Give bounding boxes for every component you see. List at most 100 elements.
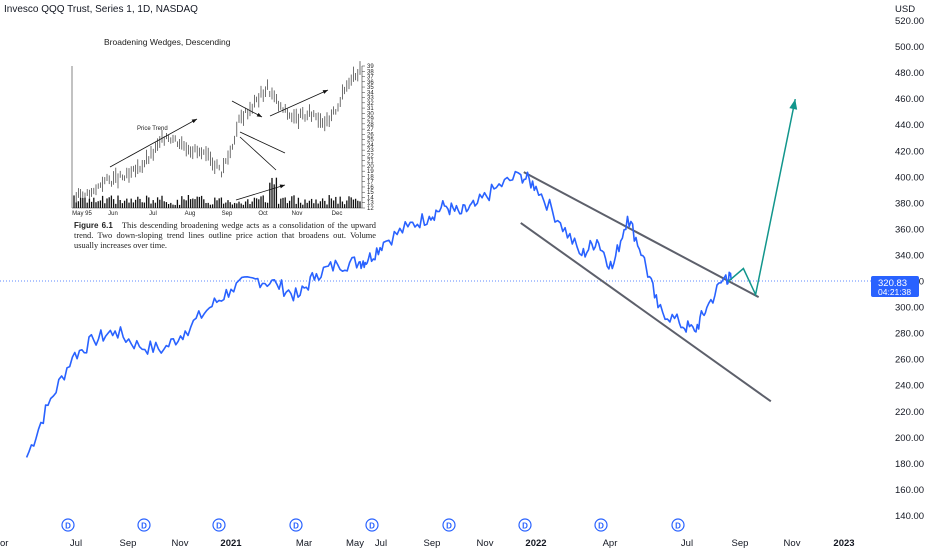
lower-trendline[interactable] bbox=[520, 222, 772, 403]
y-tick-label: 360.00 bbox=[895, 224, 924, 235]
inset-y-tick: 24 bbox=[367, 143, 374, 149]
x-tick-label: Mar bbox=[296, 538, 312, 549]
inset-price-trend-label: Price Trend bbox=[137, 126, 168, 132]
inset-y-tick: 31 bbox=[367, 106, 374, 112]
x-tick-label: Sep bbox=[424, 538, 441, 549]
dividend-marker[interactable]: D bbox=[212, 518, 226, 532]
price-series-line[interactable] bbox=[25, 170, 732, 458]
inset-y-tick: 33 bbox=[367, 96, 374, 102]
inset-y-tick: 30 bbox=[367, 111, 374, 117]
inset-y-tick: 37 bbox=[367, 75, 374, 81]
dividend-marker[interactable]: D bbox=[365, 518, 379, 532]
y-tick-label: 220.00 bbox=[895, 407, 924, 418]
dividend-label: D bbox=[65, 522, 71, 531]
chart-title: Invesco QQQ Trust, Series 1, 1D, NASDAQ bbox=[4, 4, 198, 15]
y-tick-label: 480.00 bbox=[895, 68, 924, 79]
dividend-label: D bbox=[675, 522, 681, 531]
projection-path[interactable] bbox=[727, 99, 796, 297]
inset-y-tick: 21 bbox=[367, 159, 374, 165]
inset-x-tick: May 95 bbox=[72, 211, 92, 217]
inset-x-tick: Nov bbox=[292, 211, 303, 217]
x-tick-label-partial: or bbox=[0, 538, 8, 549]
dividend-marker[interactable]: D bbox=[61, 518, 75, 532]
inset-y-tick: 15 bbox=[367, 190, 374, 196]
dividend-label: D bbox=[293, 522, 299, 531]
inset-x-tick: Sep bbox=[222, 211, 233, 217]
inset-y-tick: 34 bbox=[367, 90, 374, 96]
dividend-marker[interactable]: D bbox=[442, 518, 456, 532]
dividend-label: D bbox=[598, 522, 604, 531]
x-tick-label: Nov bbox=[477, 538, 494, 549]
y-tick-label: 280.00 bbox=[895, 329, 924, 340]
dividend-label: D bbox=[216, 522, 222, 531]
x-tick-label: Jul bbox=[375, 538, 387, 549]
x-tick-label: 2022 bbox=[525, 538, 546, 549]
price-badge: 320.83 04:21:38 bbox=[871, 276, 919, 297]
y-tick-label: 240.00 bbox=[895, 381, 924, 392]
inset-y-tick: 17 bbox=[367, 180, 374, 186]
y-tick-label: 200.00 bbox=[895, 433, 924, 444]
inset-y-tick: 27 bbox=[367, 127, 374, 133]
y-tick-label: 420.00 bbox=[895, 146, 924, 157]
last-price: 320.83 bbox=[878, 278, 907, 289]
inset-x-tick: Oct bbox=[258, 211, 268, 217]
inset-y-tick: 19 bbox=[367, 169, 374, 175]
y-tick-label: 400.00 bbox=[895, 172, 924, 183]
inset-x-tick: Aug bbox=[185, 211, 196, 217]
inset-y-tick: 22 bbox=[367, 153, 374, 159]
inset-y-tick: 14 bbox=[367, 195, 374, 201]
x-tick-label: 2021 bbox=[220, 538, 242, 549]
inset-x-tick: Jun bbox=[108, 211, 118, 217]
currency-label: USD bbox=[895, 4, 915, 15]
inset-y-tick: 26 bbox=[367, 132, 374, 138]
y-tick-label: 460.00 bbox=[895, 94, 924, 105]
x-tick-label: Nov bbox=[172, 538, 189, 549]
y-tick-label: 520.00 bbox=[895, 16, 924, 27]
y-tick-label: 260.00 bbox=[895, 355, 924, 366]
price-badge-bg bbox=[871, 276, 919, 297]
inset-y-tick: 23 bbox=[367, 148, 374, 154]
x-tick-label: Nov bbox=[784, 538, 801, 549]
x-tick-label: Sep bbox=[732, 538, 749, 549]
x-tick-label: 2023 bbox=[833, 538, 854, 549]
inset-y-tick: 16 bbox=[367, 185, 374, 191]
inset-y-tick: 25 bbox=[367, 138, 374, 144]
x-tick-label: Sep bbox=[120, 538, 137, 549]
dividend-label: D bbox=[369, 522, 375, 531]
dividend-label: D bbox=[522, 522, 528, 531]
inset-y-tick: 12 bbox=[367, 206, 374, 212]
inset-y-tick: 28 bbox=[367, 122, 374, 128]
y-tick-label: 160.00 bbox=[895, 485, 924, 496]
inset-y-tick: 35 bbox=[367, 85, 374, 91]
y-tick-label: 140.00 bbox=[895, 511, 924, 522]
y-tick-label: 300.00 bbox=[895, 303, 924, 314]
x-axis[interactable]: Jul Sep Nov 2021 Mar May Jul Sep Nov 2022 Apr Jul Se… bbox=[0, 538, 855, 549]
inset-y-tick: 20 bbox=[367, 164, 374, 170]
y-tick-label: 380.00 bbox=[895, 198, 924, 209]
y-tick-label: 340.00 bbox=[895, 250, 924, 261]
inset-y-tick: 18 bbox=[367, 174, 374, 180]
y-axis[interactable]: 520.00 500.00 480.00 460.00 440.00 420.00 400.… bbox=[895, 16, 924, 522]
dividend-marker[interactable]: D bbox=[518, 518, 532, 532]
inset-caption: Figure 6.1 This descending broadening we… bbox=[74, 221, 376, 251]
dividend-marker[interactable]: D bbox=[137, 518, 151, 532]
dividend-marker[interactable]: D bbox=[671, 518, 685, 532]
inset-figure: Broadening Wedges, Descending39383736353… bbox=[70, 30, 380, 280]
upper-trendline[interactable] bbox=[523, 171, 760, 299]
inset-x-tick: Dec bbox=[332, 211, 343, 217]
bar-countdown: 04:21:38 bbox=[878, 287, 911, 297]
caption-label: Figure 6.1 bbox=[74, 221, 113, 230]
inset-y-tick: 13 bbox=[367, 201, 374, 207]
x-tick-label: May bbox=[346, 538, 364, 549]
dividend-marker[interactable]: D bbox=[594, 518, 608, 532]
dividend-label: D bbox=[141, 522, 147, 531]
dividend-marker[interactable]: D bbox=[289, 518, 303, 532]
inset-y-tick: 39 bbox=[367, 64, 374, 70]
inset-title: Broadening Wedges, Descending bbox=[104, 37, 231, 47]
caption-text: This descending broadening wedge acts as… bbox=[74, 221, 376, 250]
inset-x-tick: Jul bbox=[149, 211, 157, 217]
trendlines[interactable] bbox=[520, 171, 772, 403]
